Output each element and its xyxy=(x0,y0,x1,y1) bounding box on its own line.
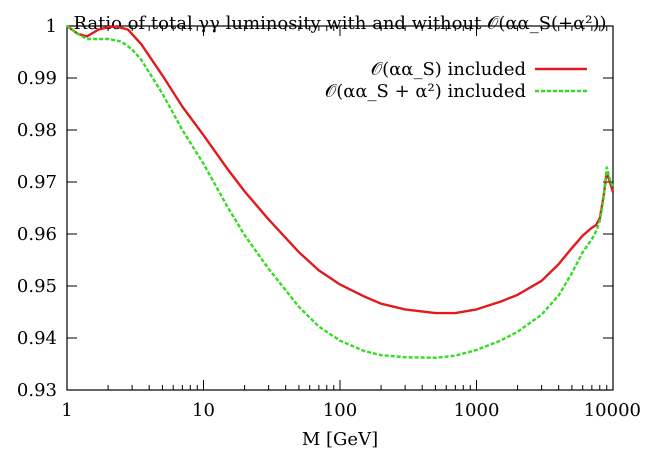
x-tick-label: 100 xyxy=(323,400,357,421)
x-axis-label: M [GeV] xyxy=(302,429,378,450)
x-tick-label: 10 xyxy=(192,400,215,421)
y-tick-label: 0.93 xyxy=(17,380,57,401)
y-tick-label: 0.99 xyxy=(17,68,57,89)
y-tick-label: 0.95 xyxy=(17,276,57,297)
y-tick-label: 0.97 xyxy=(17,172,57,193)
y-axis: 0.93 0.94 0.95 0.96 0.97 0.98 0.99 1 xyxy=(17,16,613,401)
y-tick-label: 0.98 xyxy=(17,120,57,141)
series-2-line xyxy=(66,25,615,359)
x-axis: 1 10 100 1000 10000 xyxy=(61,26,641,421)
y-tick-label: 1 xyxy=(46,16,57,37)
x-tick-label: 1 xyxy=(61,400,72,421)
y-tick-label: 0.96 xyxy=(17,224,57,245)
x-tick-label: 1000 xyxy=(454,400,500,421)
legend: 𝒪(αα_S) included 𝒪(αα_S + α²) included xyxy=(325,59,587,102)
y-tick-label: 0.94 xyxy=(17,328,57,349)
legend-label-series-2: 𝒪(αα_S + α²) included xyxy=(325,81,526,102)
legend-label-series-1: 𝒪(αα_S) included xyxy=(371,59,526,80)
chart-title: Ratio of total γγ luminosity with and wi… xyxy=(73,13,606,34)
series-layer xyxy=(66,25,615,359)
series-1-line xyxy=(66,25,615,315)
x-tick-label: 10000 xyxy=(584,400,641,421)
